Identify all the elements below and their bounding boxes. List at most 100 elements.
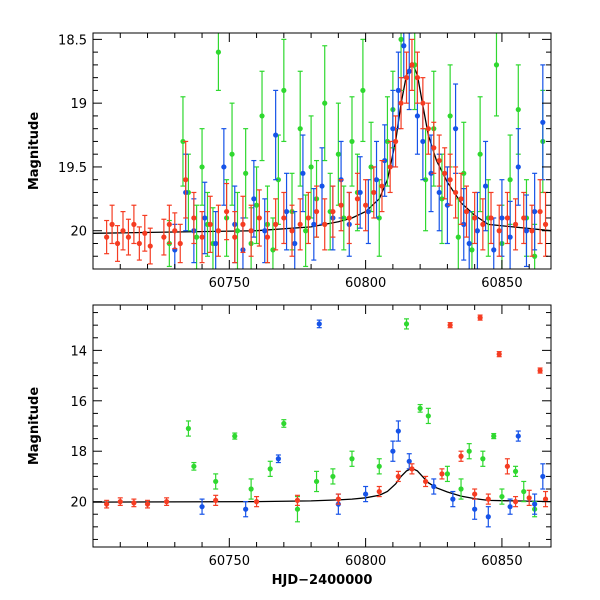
data-point	[125, 234, 132, 240]
data-point	[466, 448, 472, 454]
data-point	[436, 189, 442, 196]
data-point	[461, 170, 467, 176]
data-point	[493, 62, 500, 68]
data-point	[414, 113, 421, 119]
data-point	[142, 230, 148, 236]
y-tick-label: 20	[70, 225, 87, 240]
data-point	[466, 240, 472, 247]
data-point	[439, 196, 445, 202]
data-point	[319, 183, 325, 189]
data-point	[281, 420, 287, 427]
x-tick-label: 60750	[209, 554, 250, 569]
x-tick-label: 60850	[481, 276, 522, 291]
data-point	[308, 164, 314, 170]
data-point	[384, 138, 391, 145]
data-point	[379, 183, 385, 189]
data-point	[491, 433, 497, 439]
data-point	[401, 43, 407, 49]
data-point	[264, 234, 271, 240]
data-point	[243, 170, 249, 176]
data-point	[229, 151, 235, 157]
data-point	[346, 215, 352, 221]
data-point	[387, 164, 393, 170]
data-point	[537, 367, 543, 374]
plot-area	[93, 33, 551, 269]
data-point	[485, 514, 491, 520]
y-tick-label: 14	[70, 344, 87, 359]
data-point	[507, 234, 513, 240]
y-tick-label: 16	[70, 395, 87, 410]
data-point	[447, 113, 453, 119]
plot-area	[93, 314, 551, 528]
data-point	[120, 228, 126, 234]
data-point	[297, 221, 303, 227]
data-point	[532, 501, 538, 507]
data-point	[185, 425, 192, 432]
data-point	[292, 240, 298, 247]
data-point	[515, 164, 521, 170]
data-point	[221, 164, 227, 170]
data-point	[232, 234, 238, 240]
y-tick-label: 19	[70, 97, 87, 112]
data-point	[515, 433, 521, 439]
data-point	[281, 215, 287, 221]
data-point	[515, 106, 521, 113]
y-tick-label: 19.5	[58, 161, 87, 176]
data-point	[439, 471, 445, 477]
data-point	[447, 322, 453, 328]
y-axis-title: Magnitude	[27, 112, 42, 191]
data-point	[335, 151, 341, 157]
data-point	[436, 157, 442, 164]
data-point	[207, 221, 213, 227]
data-point	[199, 504, 205, 510]
y-tick-label: 18.5	[58, 33, 87, 48]
data-point	[455, 234, 461, 240]
data-point	[442, 170, 448, 176]
data-point	[512, 468, 519, 474]
data-point	[395, 87, 401, 94]
data-point	[215, 228, 222, 234]
data-point	[289, 228, 295, 234]
data-point	[398, 36, 404, 42]
top-panel: 60750 60800 60850 18.5 19 19.5 20 Magnitude	[27, 32, 552, 291]
y-tick-label: 20	[70, 496, 87, 511]
data-point	[537, 208, 543, 215]
data-point	[414, 75, 421, 81]
bottom-panel: 60750 60800 60850 14 16 18 20 Magnitude HJD−2400…	[27, 304, 552, 588]
data-point	[259, 113, 265, 119]
data-point	[313, 208, 320, 215]
data-point	[294, 506, 301, 512]
data-point	[532, 253, 538, 259]
data-point	[480, 221, 486, 227]
data-point	[313, 478, 320, 485]
data-point	[540, 119, 546, 125]
data-point	[499, 493, 505, 500]
data-point	[253, 499, 260, 505]
data-point	[499, 215, 505, 221]
data-point	[144, 501, 151, 507]
data-point	[390, 448, 396, 454]
axes-frame	[92, 304, 552, 548]
data-point	[521, 215, 527, 221]
data-point	[303, 228, 309, 234]
x-tick-label: 60800	[345, 276, 386, 291]
data-point	[354, 196, 361, 202]
data-point	[458, 453, 464, 459]
data-point	[472, 491, 478, 497]
data-point	[311, 221, 317, 227]
data-point	[461, 221, 467, 227]
data-point	[477, 151, 483, 157]
data-point	[183, 177, 189, 183]
data-point	[431, 483, 437, 490]
data-point	[283, 208, 290, 215]
data-point	[253, 202, 260, 208]
data-point	[390, 126, 396, 132]
data-point	[161, 234, 167, 240]
data-point	[529, 228, 535, 234]
data-point	[136, 240, 142, 247]
data-point	[409, 466, 415, 472]
data-point	[322, 100, 328, 106]
data-point	[365, 208, 371, 215]
data-point	[232, 433, 238, 439]
